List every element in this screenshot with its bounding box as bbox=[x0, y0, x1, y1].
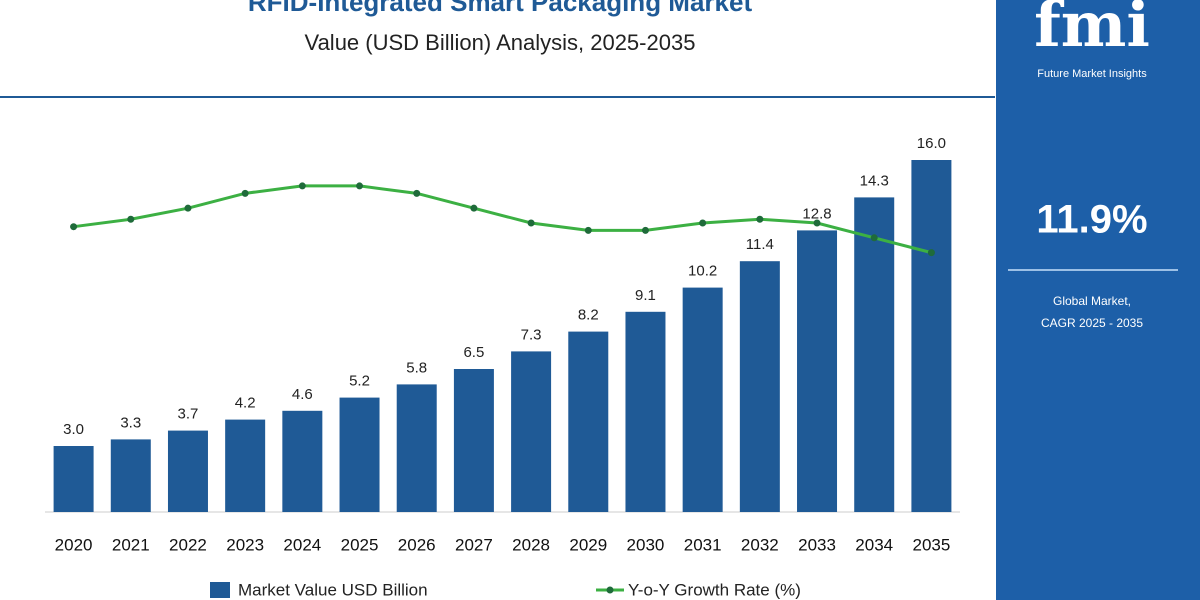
bar bbox=[511, 351, 552, 512]
x-tick-label: 2035 bbox=[912, 535, 950, 554]
legend-label: Market Value USD Billion bbox=[238, 580, 428, 599]
data-label: 9.1 bbox=[635, 287, 656, 304]
x-tick-label: 2022 bbox=[169, 535, 207, 554]
data-label: 16.0 bbox=[917, 135, 946, 152]
x-tick-label: 2020 bbox=[55, 535, 93, 554]
data-label: 11.4 bbox=[746, 236, 774, 253]
x-tick-label: 2026 bbox=[398, 535, 436, 554]
growth-point bbox=[756, 215, 764, 223]
growth-point bbox=[813, 219, 821, 227]
chart-subtitle: Value (USD Billion) Analysis, 2025-2035 bbox=[305, 30, 696, 55]
caption: Global Market, bbox=[1053, 294, 1131, 308]
data-label: 3.0 bbox=[63, 421, 84, 438]
data-label: 5.2 bbox=[349, 373, 370, 390]
data-label: 4.2 bbox=[235, 395, 256, 412]
x-tick-label: 2024 bbox=[283, 535, 321, 554]
x-tick-label: 2021 bbox=[112, 535, 150, 554]
brand: Future Market Insights bbox=[1037, 68, 1147, 80]
growth-point bbox=[927, 249, 935, 257]
growth-point bbox=[184, 204, 192, 212]
bar bbox=[911, 160, 952, 512]
caption: CAGR 2025 - 2035 bbox=[1041, 316, 1143, 330]
bar bbox=[225, 419, 266, 512]
growth-line bbox=[73, 184, 932, 255]
growth-point bbox=[641, 226, 649, 234]
bar bbox=[797, 230, 838, 512]
growth-point bbox=[356, 182, 364, 190]
bar bbox=[453, 369, 494, 512]
bar bbox=[339, 397, 380, 512]
growth-point bbox=[870, 234, 878, 242]
x-tick-label: 2025 bbox=[341, 535, 379, 554]
data-label: 3.7 bbox=[178, 406, 199, 423]
data-label: 3.3 bbox=[120, 414, 141, 431]
side-panel bbox=[996, 0, 1200, 600]
logo: fmi bbox=[1034, 0, 1150, 61]
legend-swatch bbox=[606, 586, 614, 594]
growth-point bbox=[298, 182, 306, 190]
x-tick-label: 2028 bbox=[512, 535, 550, 554]
chart-title: RFID-Integrated Smart Packaging Market bbox=[248, 0, 753, 17]
data-label: 6.5 bbox=[463, 344, 484, 361]
x-tick-label: 2023 bbox=[226, 535, 264, 554]
bar bbox=[167, 430, 208, 512]
bar bbox=[53, 446, 94, 512]
x-tick-label: 2031 bbox=[684, 535, 722, 554]
cagr-value: 11.9% bbox=[1036, 198, 1147, 242]
data-label: 7.3 bbox=[521, 326, 542, 343]
x-tick-label: 2032 bbox=[741, 535, 779, 554]
x-tick-label: 2034 bbox=[855, 535, 893, 554]
data-label: 4.6 bbox=[292, 386, 313, 403]
bar bbox=[739, 261, 780, 512]
growth-point bbox=[527, 219, 535, 227]
growth-point bbox=[70, 223, 78, 231]
bar bbox=[625, 311, 666, 512]
bar bbox=[568, 331, 609, 512]
growth-point bbox=[127, 215, 135, 223]
growth-point bbox=[470, 204, 478, 212]
growth-point bbox=[699, 219, 707, 227]
x-tick-label: 2027 bbox=[455, 535, 493, 554]
legend-swatch bbox=[210, 582, 230, 598]
data-label: 10.2 bbox=[688, 263, 717, 280]
data-label: 5.8 bbox=[406, 359, 427, 376]
growth-point bbox=[413, 189, 421, 197]
data-label: 8.2 bbox=[578, 307, 599, 324]
growth-point bbox=[241, 189, 249, 197]
bar bbox=[854, 197, 895, 512]
x-tick-label: 2033 bbox=[798, 535, 836, 554]
data-label: 12.8 bbox=[802, 205, 831, 222]
bar bbox=[396, 384, 437, 512]
bar bbox=[110, 439, 151, 512]
legend-label: Y-o-Y Growth Rate (%) bbox=[628, 580, 801, 599]
growth-point bbox=[584, 226, 592, 234]
bar bbox=[282, 410, 323, 512]
data-label: 14.3 bbox=[860, 172, 889, 189]
bar bbox=[682, 287, 723, 512]
x-tick-label: 2030 bbox=[627, 535, 665, 554]
x-tick-label: 2029 bbox=[569, 535, 607, 554]
